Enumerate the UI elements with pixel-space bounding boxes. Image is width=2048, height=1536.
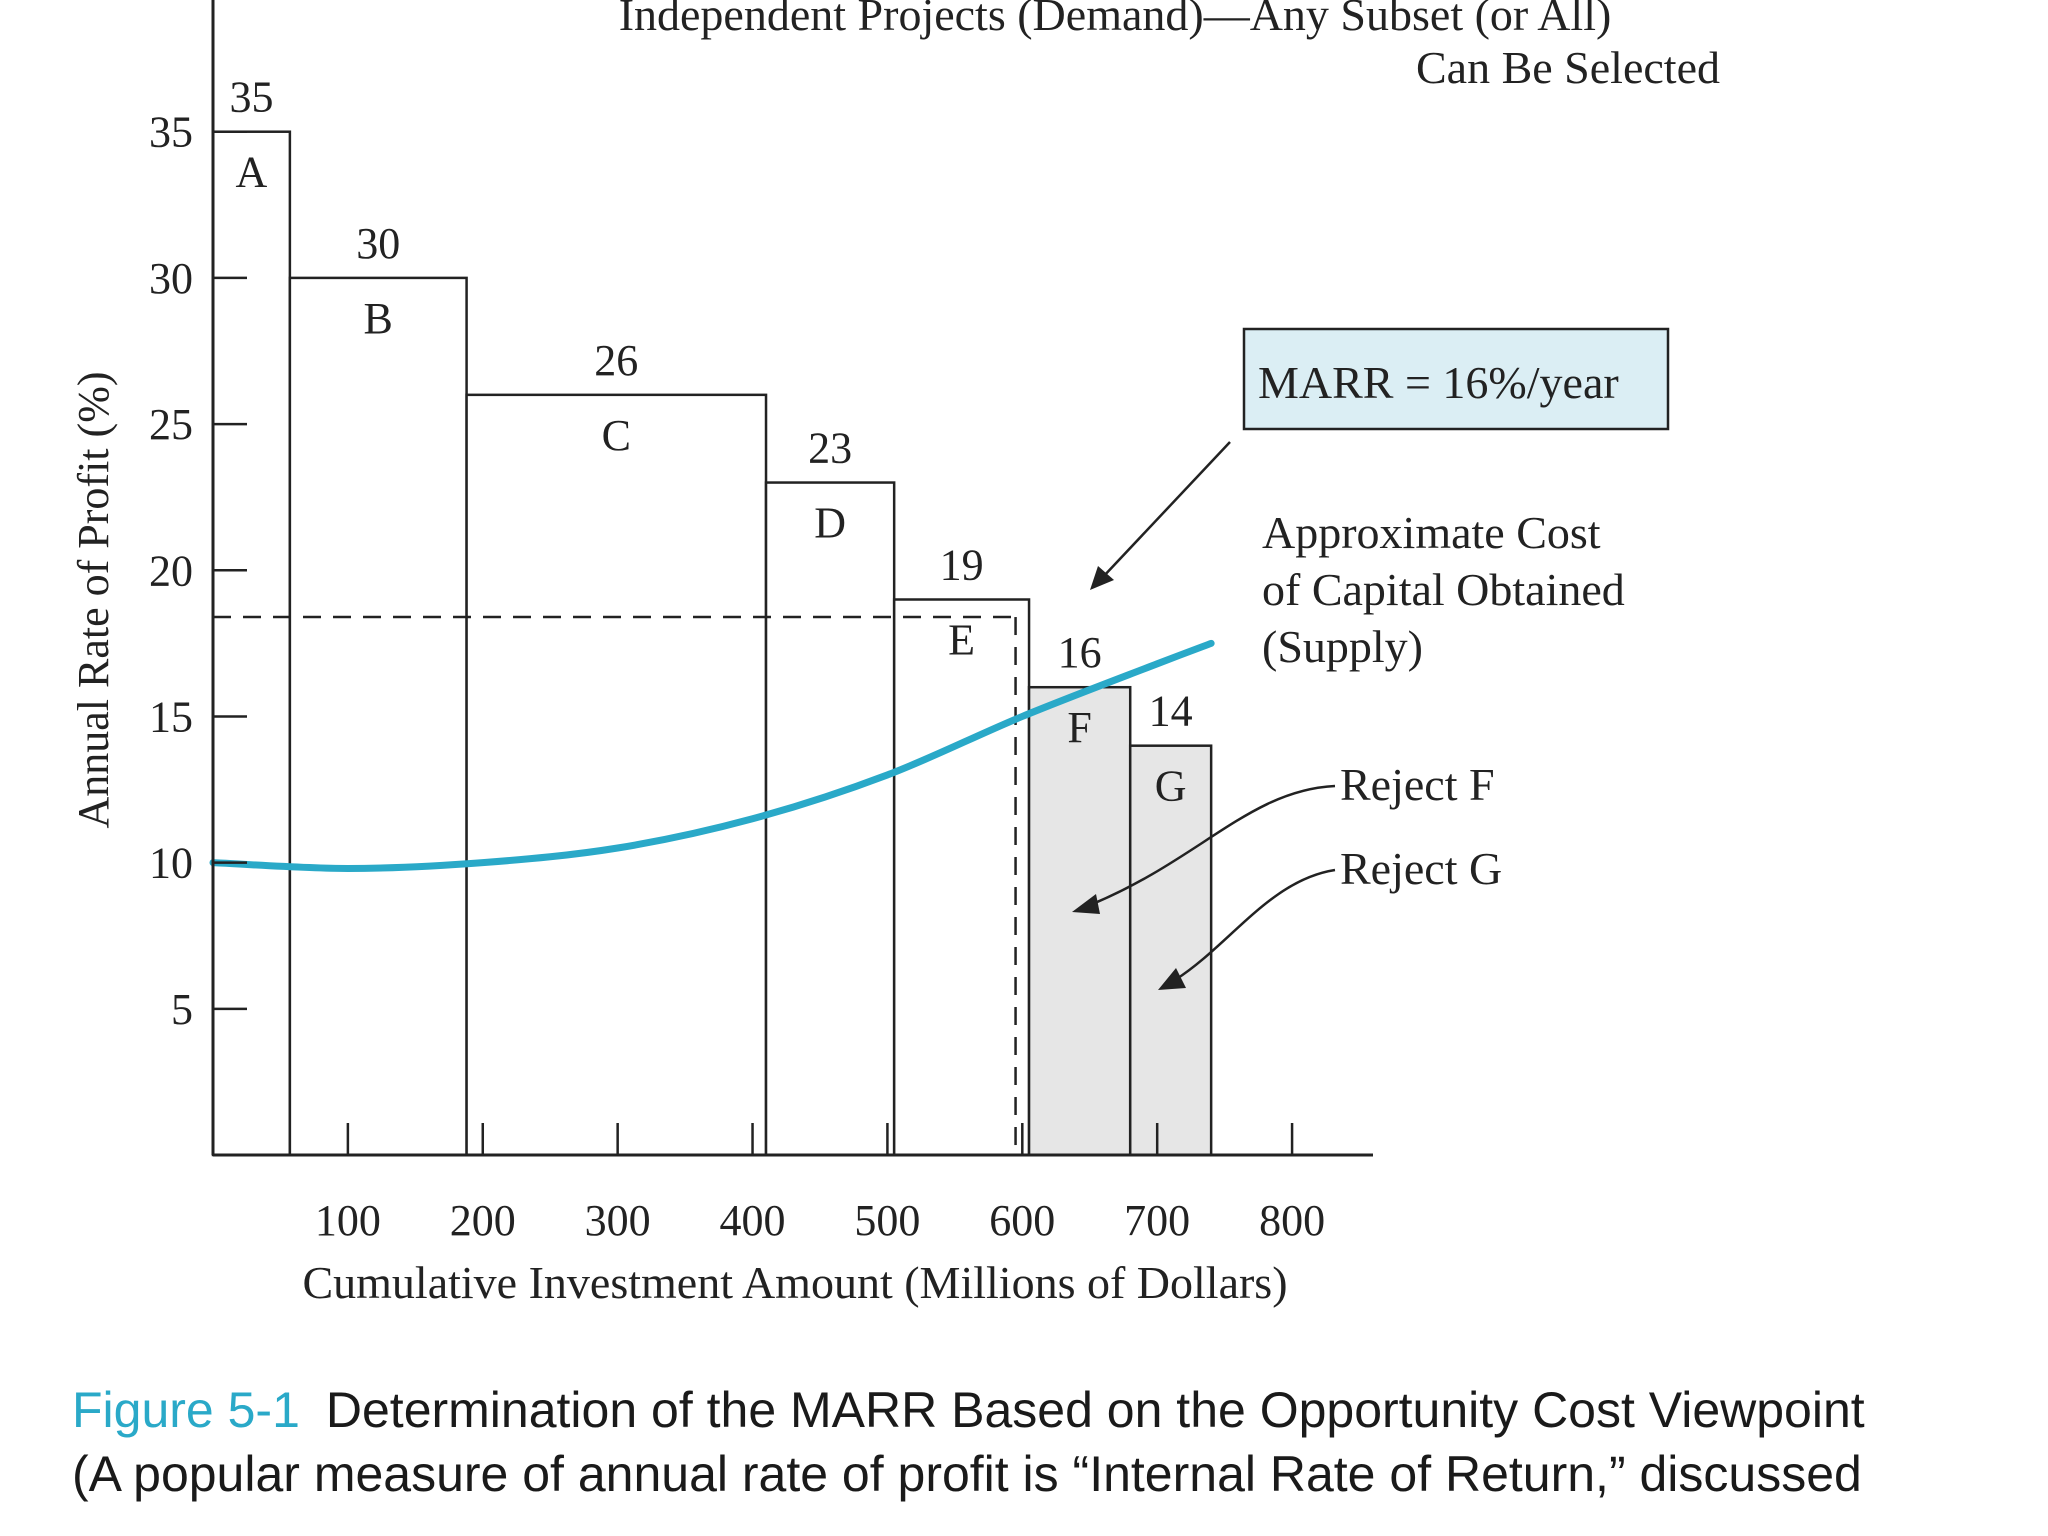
y-tick-label-20: 20: [149, 546, 193, 595]
reject-f-label: Reject F: [1340, 759, 1495, 810]
y-tick-label-30: 30: [149, 254, 193, 303]
bar-value-label-a: 35: [229, 73, 273, 122]
y-axis-title: Annual Rate of Profit (%): [69, 372, 118, 829]
figure-caption: Figure 5-1 Determination of the MARR Base…: [72, 1378, 2032, 1506]
bars-layer: [211, 130, 1213, 1157]
chart-title-line-2: Can Be Selected: [1416, 42, 1720, 93]
reject-g-label: Reject G: [1340, 843, 1502, 894]
reject-f-arrow-line: [1089, 784, 1336, 907]
bar-project-e: [892, 598, 1031, 1157]
bar-value-label-f: 16: [1058, 628, 1102, 677]
supply-curve: [209, 639, 1215, 872]
bar-letter-label-g: G: [1155, 762, 1187, 811]
labels-layer: 35 A 30 B 26 C 23 D 19 E 16 F 14 G: [229, 73, 1192, 811]
bar-letter-label-f: F: [1067, 703, 1091, 752]
supply-label-line-1: Approximate Cost: [1262, 507, 1601, 558]
marr-arrow-head: [1090, 566, 1114, 590]
bar-letter-label-d: D: [814, 499, 846, 548]
x-tick-label-200: 200: [450, 1196, 516, 1245]
supply-label-line-3: (Supply): [1262, 621, 1423, 672]
bar-value-label-g: 14: [1149, 687, 1193, 736]
marr-layer: [213, 615, 1017, 1155]
reject-g-arrow-line: [1174, 868, 1336, 982]
bar-letter-label-a: A: [236, 148, 268, 197]
y-tick-label-25: 25: [149, 400, 193, 449]
chart: 100 200 300 400 500 600 700 800 5 10 15 20 25 30 35 Cum…: [69, 0, 1720, 1308]
x-tick-label-700: 700: [1124, 1196, 1190, 1245]
bar-value-label-b: 30: [356, 219, 400, 268]
y-tick-label-15: 15: [149, 692, 193, 741]
bar-letter-label-b: B: [364, 294, 393, 343]
bar-project-c: [465, 393, 768, 1157]
bar-project-b: [288, 276, 468, 1157]
bar-letter-label-e: E: [948, 616, 975, 665]
bar-project-f: [1027, 685, 1132, 1157]
bar-project-a: [211, 130, 292, 1157]
reject-g-arrow-head: [1158, 968, 1186, 990]
caption-line-2: (A popular measure of annual rate of pro…: [72, 1446, 1862, 1502]
chart-title-line-1: Independent Projects (Demand)—Any Subset…: [619, 0, 1612, 40]
bar-value-label-c: 26: [594, 336, 638, 385]
marr-label-box: [1242, 327, 1670, 431]
bar-value-label-e: 19: [940, 541, 984, 590]
axes-layer: 100 200 300 400 500 600 700 800 5 10 15 20 25 30 35 Cum…: [69, 0, 1373, 1308]
marr-arrow-line: [1101, 441, 1231, 579]
annot-layer: Independent Projects (Demand)—Any Subset…: [619, 0, 1720, 990]
marr-label: MARR = 16%/year: [1258, 357, 1619, 408]
y-tick-label-5: 5: [171, 985, 193, 1034]
x-tick-label-100: 100: [315, 1196, 381, 1245]
x-axis-title: Cumulative Investment Amount (Millions o…: [302, 1257, 1287, 1308]
supply-label-line-2: of Capital Obtained: [1262, 564, 1625, 615]
curve-layer: [209, 639, 1215, 872]
bar-value-label-d: 23: [808, 424, 852, 473]
x-tick-label-500: 500: [854, 1196, 920, 1245]
x-tick-label-800: 800: [1259, 1196, 1325, 1245]
y-tick-label-35: 35: [149, 108, 193, 157]
bar-letter-label-c: C: [602, 411, 631, 460]
x-tick-label-300: 300: [585, 1196, 651, 1245]
bar-project-d: [764, 481, 896, 1157]
y-tick-label-10: 10: [149, 839, 193, 888]
caption-label: Figure 5-1: [72, 1382, 300, 1438]
reject-f-arrow-head: [1072, 894, 1100, 914]
x-tick-label-400: 400: [720, 1196, 786, 1245]
caption-line-1: Determination of the MARR Based on the O…: [325, 1382, 1865, 1438]
x-tick-label-600: 600: [989, 1196, 1055, 1245]
